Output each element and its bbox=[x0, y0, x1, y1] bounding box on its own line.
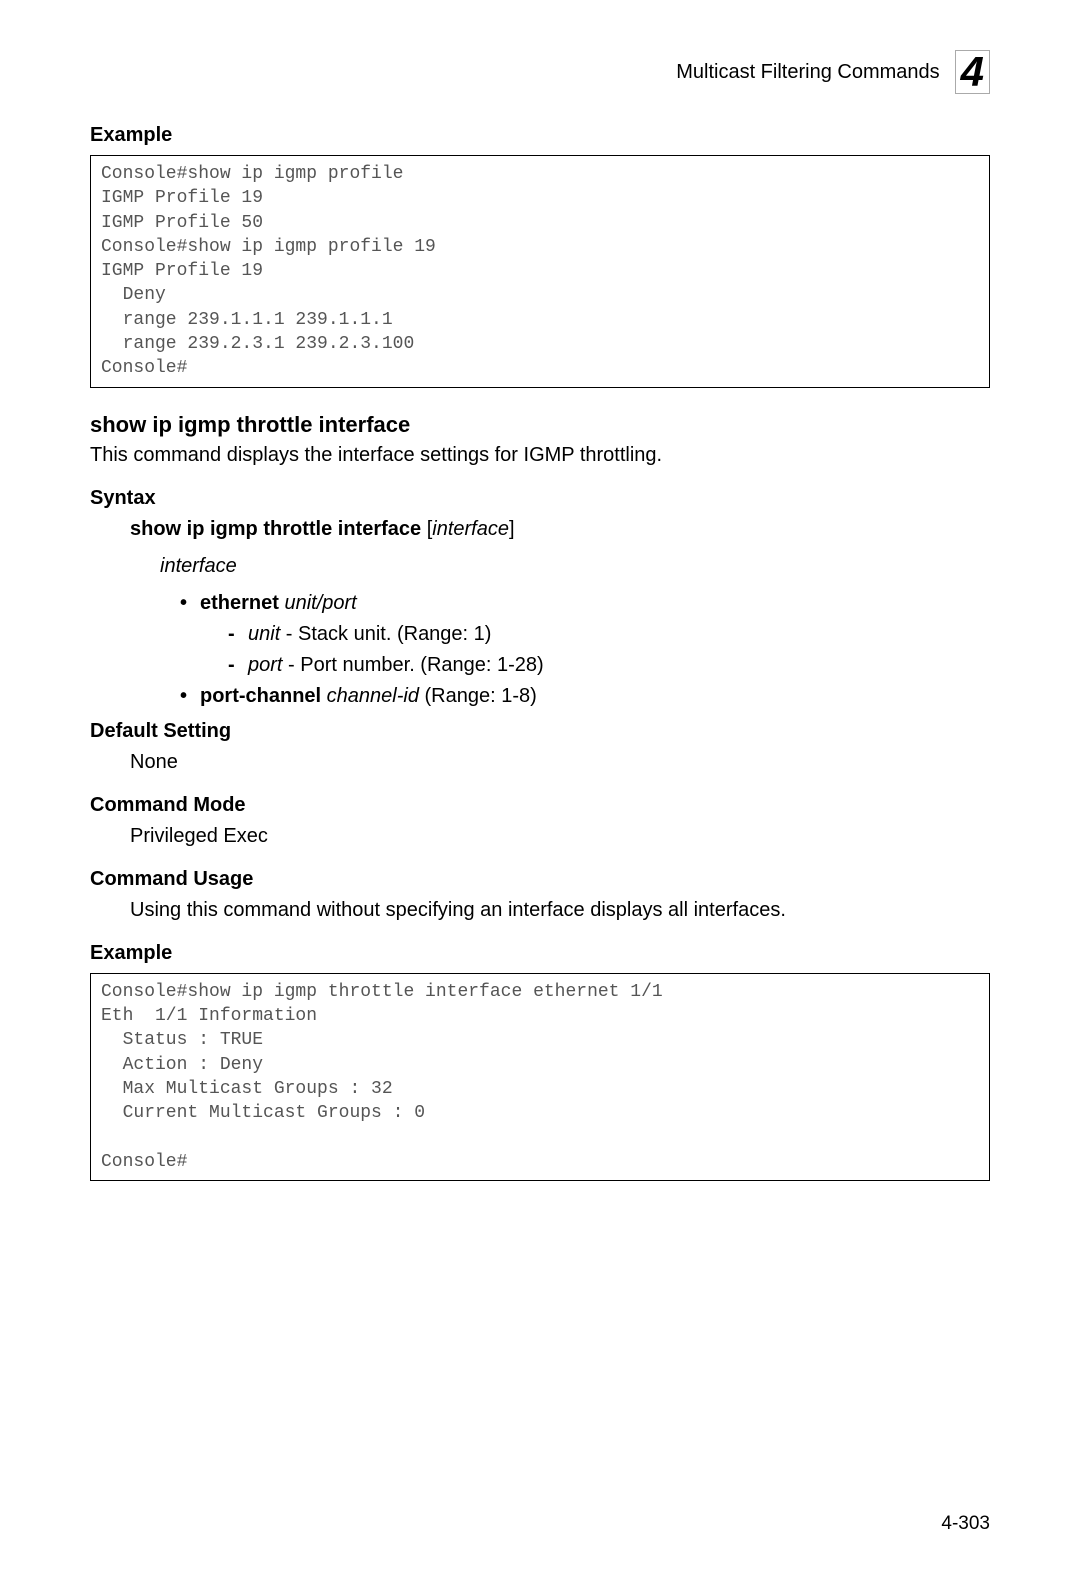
command-mode-text: Privileged Exec bbox=[130, 825, 990, 848]
bullet-pc-bold: port-channel bbox=[200, 685, 321, 707]
command-usage-text: Using this command without specifying an… bbox=[130, 899, 990, 922]
bullet-ethernet-italic: unit/port bbox=[279, 592, 357, 614]
syntax-bracket-close: ] bbox=[509, 518, 515, 540]
dash-port-rest: - Port number. (Range: 1-28) bbox=[282, 654, 543, 676]
syntax-command-bold: show ip igmp throttle interface bbox=[130, 518, 421, 540]
dash-port-italic: port bbox=[248, 654, 282, 676]
command-title: show ip igmp throttle interface bbox=[90, 412, 990, 438]
example-heading-1: Example bbox=[90, 124, 990, 147]
chapter-number: 4 bbox=[955, 50, 990, 94]
syntax-bracket-open: [ bbox=[421, 518, 432, 540]
dash-unit-rest: - Stack unit. (Range: 1) bbox=[280, 623, 491, 645]
example-heading-2: Example bbox=[90, 942, 990, 965]
bullet-ethernet-bold: ethernet bbox=[200, 592, 279, 614]
syntax-heading: Syntax bbox=[90, 487, 990, 510]
interface-label: interface bbox=[160, 555, 990, 578]
code-block-1: Console#show ip igmp profile IGMP Profil… bbox=[90, 155, 990, 388]
default-setting-heading: Default Setting bbox=[90, 720, 990, 743]
command-usage-heading: Command Usage bbox=[90, 868, 990, 891]
bullet-pc-italic: channel-id bbox=[321, 685, 419, 707]
page-number: 4-303 bbox=[941, 1513, 990, 1535]
header-title: Multicast Filtering Commands bbox=[676, 61, 939, 84]
command-description: This command displays the interface sett… bbox=[90, 444, 990, 467]
dash-list: unit - Stack unit. (Range: 1) port - Por… bbox=[228, 623, 990, 677]
bullet-port-channel: port-channel channel-id (Range: 1-8) bbox=[180, 685, 990, 708]
page-header: Multicast Filtering Commands 4 bbox=[90, 50, 990, 94]
bullet-list: ethernet unit/port unit - Stack unit. (R… bbox=[180, 592, 990, 708]
dash-unit: unit - Stack unit. (Range: 1) bbox=[228, 623, 990, 646]
default-setting-text: None bbox=[130, 751, 990, 774]
syntax-line: show ip igmp throttle interface [interfa… bbox=[130, 518, 990, 541]
command-mode-heading: Command Mode bbox=[90, 794, 990, 817]
dash-port: port - Port number. (Range: 1-28) bbox=[228, 654, 990, 677]
bullet-ethernet: ethernet unit/port unit - Stack unit. (R… bbox=[180, 592, 990, 677]
dash-unit-italic: unit bbox=[248, 623, 280, 645]
code-block-2: Console#show ip igmp throttle interface … bbox=[90, 973, 990, 1181]
bullet-pc-rest: (Range: 1-8) bbox=[419, 685, 537, 707]
syntax-param-italic: interface bbox=[432, 518, 509, 540]
